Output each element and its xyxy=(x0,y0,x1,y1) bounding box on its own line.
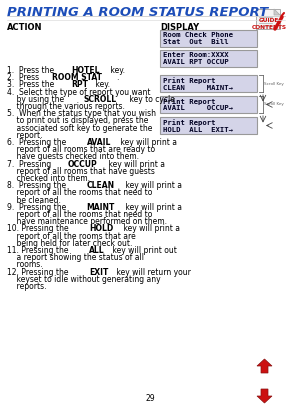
Text: keyset to idle without generating any: keyset to idle without generating any xyxy=(7,275,160,284)
Text: key will return your: key will return your xyxy=(114,268,191,277)
Text: Stat  Out  Bill: Stat Out Bill xyxy=(163,40,229,46)
Text: DISPLAY: DISPLAY xyxy=(160,23,199,32)
Text: have maintenance performed on them.: have maintenance performed on them. xyxy=(7,217,167,226)
Text: report of all the rooms that are: report of all the rooms that are xyxy=(7,232,136,241)
Text: Print Report: Print Report xyxy=(163,77,215,84)
Text: Print Report: Print Report xyxy=(163,119,215,126)
Text: by using the: by using the xyxy=(7,95,67,104)
Text: report of all rooms that are ready to: report of all rooms that are ready to xyxy=(7,145,155,154)
Text: to print out is displayed, press the: to print out is displayed, press the xyxy=(7,116,148,125)
Text: 4.  Select the type of report you want: 4. Select the type of report you want xyxy=(7,88,151,97)
Text: SCROLL: SCROLL xyxy=(84,95,117,104)
Text: AVAIL     OCCUP→: AVAIL OCCUP→ xyxy=(163,106,233,111)
Polygon shape xyxy=(274,9,280,15)
Text: OCCUP: OCCUP xyxy=(67,160,97,169)
Text: report of all the rooms that need to: report of all the rooms that need to xyxy=(7,188,152,197)
Text: HOTEL: HOTEL xyxy=(71,66,99,75)
Text: report.: report. xyxy=(7,131,43,140)
Text: key.: key. xyxy=(93,80,110,89)
Text: .: . xyxy=(116,73,119,82)
Text: key will print a: key will print a xyxy=(123,181,182,190)
Text: 2.  Press: 2. Press xyxy=(7,73,41,82)
Text: a report showing the status of all: a report showing the status of all xyxy=(7,253,144,262)
Text: through the various reports.: through the various reports. xyxy=(7,102,125,111)
FancyBboxPatch shape xyxy=(160,117,257,134)
Text: report of all the rooms that need to: report of all the rooms that need to xyxy=(7,210,152,219)
Text: HOLD: HOLD xyxy=(90,224,114,233)
Text: Scroll Key: Scroll Key xyxy=(264,102,284,106)
Text: AVAIL RPT OCCUP: AVAIL RPT OCCUP xyxy=(163,60,229,66)
Text: ACTION: ACTION xyxy=(7,23,43,32)
FancyBboxPatch shape xyxy=(160,50,257,67)
Text: key will print a: key will print a xyxy=(106,160,164,169)
FancyBboxPatch shape xyxy=(160,96,257,113)
Text: EXIT: EXIT xyxy=(89,268,109,277)
Text: GUIDE
CONTENTS: GUIDE CONTENTS xyxy=(251,18,286,30)
Text: CLEAN     MAINT→: CLEAN MAINT→ xyxy=(163,84,233,91)
Text: key.: key. xyxy=(108,66,124,75)
Text: 6.  Pressing the: 6. Pressing the xyxy=(7,138,69,147)
Text: 9.  Pressing the: 9. Pressing the xyxy=(7,203,69,212)
Text: 5.  When the status type that you wish: 5. When the status type that you wish xyxy=(7,109,156,118)
Text: key will print a: key will print a xyxy=(123,203,182,212)
Text: AVAIL: AVAIL xyxy=(86,138,111,147)
Text: 12. Pressing the: 12. Pressing the xyxy=(7,268,71,277)
Text: Room Check Phone: Room Check Phone xyxy=(163,32,233,38)
Text: rooms.: rooms. xyxy=(7,260,43,269)
Text: key will print out: key will print out xyxy=(110,246,176,255)
Polygon shape xyxy=(257,389,272,403)
Text: report of all rooms that have guests: report of all rooms that have guests xyxy=(7,167,155,176)
Text: Scroll Key: Scroll Key xyxy=(264,82,284,86)
Polygon shape xyxy=(257,359,272,373)
Text: 10. Pressing the: 10. Pressing the xyxy=(7,224,71,233)
Text: 3.  Press the: 3. Press the xyxy=(7,80,57,89)
FancyBboxPatch shape xyxy=(256,9,280,29)
Text: 8.  Pressing the: 8. Pressing the xyxy=(7,181,68,190)
Text: 1.  Press the: 1. Press the xyxy=(7,66,56,75)
Text: 7.  Pressing: 7. Pressing xyxy=(7,160,54,169)
Text: being held for later check out.: being held for later check out. xyxy=(7,239,132,248)
Text: PRINTING A ROOM STATUS REPORT: PRINTING A ROOM STATUS REPORT xyxy=(7,6,268,19)
Text: 29: 29 xyxy=(145,394,155,403)
Text: ALL: ALL xyxy=(89,246,105,255)
Text: checked into them.: checked into them. xyxy=(7,174,90,183)
Text: key will print a: key will print a xyxy=(121,224,180,233)
Text: Enter Room:XXXX: Enter Room:XXXX xyxy=(163,52,229,58)
Text: associated soft key to generate the: associated soft key to generate the xyxy=(7,124,152,133)
Text: key will print a: key will print a xyxy=(118,138,177,147)
Text: have guests checked into them.: have guests checked into them. xyxy=(7,153,139,162)
FancyBboxPatch shape xyxy=(160,30,257,47)
Text: reports.: reports. xyxy=(7,282,46,291)
Text: Print Report: Print Report xyxy=(163,98,215,105)
Text: key to cycle: key to cycle xyxy=(127,95,174,104)
FancyBboxPatch shape xyxy=(160,75,257,92)
Text: be cleaned.: be cleaned. xyxy=(7,195,61,204)
Text: CLEAN: CLEAN xyxy=(86,181,115,190)
Text: HOLD  ALL  EXIT→: HOLD ALL EXIT→ xyxy=(163,126,233,133)
Text: ROOM STAT: ROOM STAT xyxy=(52,73,101,82)
Text: MAINT: MAINT xyxy=(86,203,115,212)
Text: 11. Pressing the: 11. Pressing the xyxy=(7,246,71,255)
Text: RPT: RPT xyxy=(71,80,88,89)
